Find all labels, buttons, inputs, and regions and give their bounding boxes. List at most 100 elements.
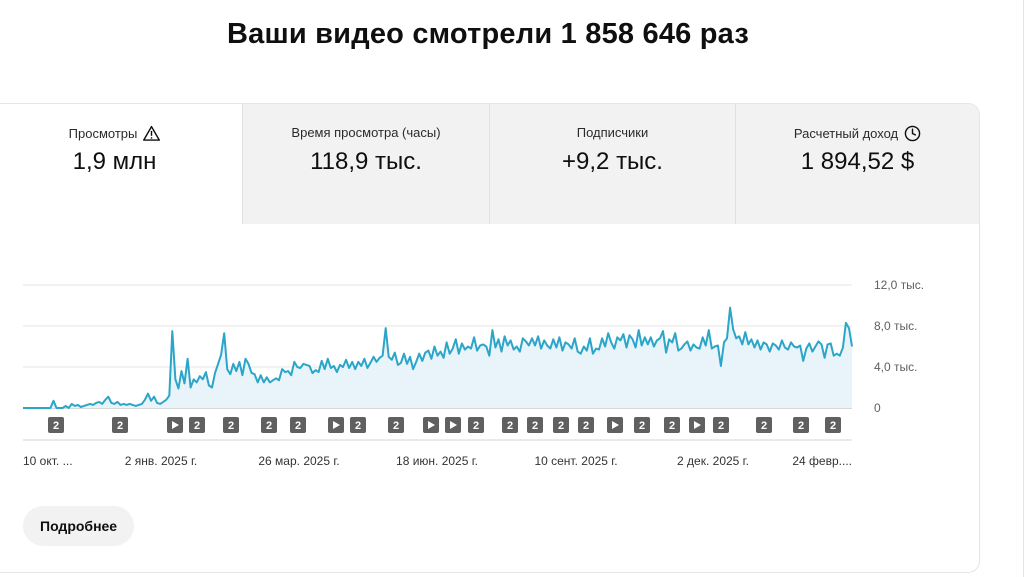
metric-label: Просмотры: [68, 125, 138, 141]
event-marker[interactable]: 2: [189, 417, 205, 433]
event-marker[interactable]: 2: [350, 417, 366, 433]
video-marker[interactable]: [328, 417, 344, 433]
play-icon: [450, 421, 457, 429]
marker-badge: [634, 417, 650, 433]
marker-badge: [664, 417, 680, 433]
video-marker[interactable]: [423, 417, 439, 433]
marker-badge: [350, 417, 366, 433]
event-marker[interactable]: 2: [825, 417, 841, 433]
marker-badge: [468, 417, 484, 433]
marker-count: 2: [669, 420, 675, 432]
metric-value: +9,2 тыс.: [562, 148, 663, 175]
event-marker[interactable]: 2: [634, 417, 650, 433]
marker-badge: [502, 417, 518, 433]
metric-tab-subscribers[interactable]: Подписчики +9,2 тыс.: [489, 104, 735, 224]
marker-count: 2: [830, 420, 836, 432]
event-marker[interactable]: 2: [793, 417, 809, 433]
event-marker[interactable]: 2: [713, 417, 729, 433]
event-marker[interactable]: 2: [48, 417, 64, 433]
more-details-button[interactable]: Подробнее: [23, 506, 135, 546]
marker-count: 2: [473, 420, 479, 432]
metric-value: 1 894,52 $: [800, 148, 915, 175]
metric-tab-watch-time[interactable]: Время просмотра (часы) 118,9 тыс.: [242, 104, 489, 224]
y-tick-label: 12,0 тыс.: [874, 278, 924, 292]
video-marker[interactable]: [607, 417, 623, 433]
marker-count: 2: [295, 420, 301, 432]
x-tick-label: 18 июн. 2025 г.: [396, 454, 478, 468]
marker-badge: [261, 417, 277, 433]
metric-label: Время просмотра (часы): [291, 125, 441, 140]
event-marker[interactable]: 2: [223, 417, 239, 433]
marker-count: 2: [718, 420, 724, 432]
event-marker[interactable]: 2: [502, 417, 518, 433]
marker-count: 2: [355, 420, 361, 432]
marker-badge: [189, 417, 205, 433]
metric-tab-revenue[interactable]: Расчетный доход 1 894,52 $: [735, 104, 979, 224]
play-icon: [428, 421, 435, 429]
marker-badge: [388, 417, 404, 433]
metric-value: 118,9 тыс.: [310, 148, 422, 175]
x-tick-label: 24 февр....: [792, 454, 852, 468]
event-marker[interactable]: 2: [756, 417, 772, 433]
marker-count: 2: [53, 420, 59, 432]
event-marker[interactable]: 2: [527, 417, 543, 433]
metric-label: Расчетный доход: [793, 126, 899, 141]
y-tick-label: 4,0 тыс.: [874, 360, 917, 374]
marker-badge: [527, 417, 543, 433]
marker-count: 2: [266, 420, 272, 432]
play-icon: [333, 421, 340, 429]
marker-count: 2: [761, 420, 767, 432]
marker-badge: [825, 417, 841, 433]
x-tick-label: 2 дек. 2025 г.: [677, 454, 749, 468]
x-tick-label: 10 окт. ...: [23, 454, 73, 468]
x-tick-label: 10 сент. 2025 г.: [534, 454, 617, 468]
play-icon: [694, 421, 701, 429]
play-icon: [612, 421, 619, 429]
marker-badge: [290, 417, 306, 433]
warning-icon[interactable]: [143, 125, 161, 141]
marker-count: 2: [583, 420, 589, 432]
metric-tabs: Просмотры 1,9 млн Время просмотра (часы)…: [0, 104, 979, 224]
event-marker[interactable]: 2: [388, 417, 404, 433]
event-marker[interactable]: 2: [468, 417, 484, 433]
marker-count: 2: [117, 420, 123, 432]
marker-count: 2: [558, 420, 564, 432]
event-marker[interactable]: 2: [112, 417, 128, 433]
marker-count: 2: [798, 420, 804, 432]
marker-count: 2: [393, 420, 399, 432]
clock-icon[interactable]: [904, 125, 921, 142]
marker-count: 2: [228, 420, 234, 432]
page-divider: [1023, 0, 1024, 577]
play-icon: [172, 421, 179, 429]
metric-value: 1,9 млн: [72, 148, 157, 175]
marker-count: 2: [532, 420, 538, 432]
overview-card: Просмотры 1,9 млн Время просмотра (часы)…: [0, 103, 980, 573]
marker-count: 2: [507, 420, 513, 432]
metric-tab-views[interactable]: Просмотры 1,9 млн: [0, 104, 242, 224]
x-tick-label: 26 мар. 2025 г.: [258, 454, 339, 468]
event-marker[interactable]: 2: [290, 417, 306, 433]
marker-badge: [48, 417, 64, 433]
video-marker[interactable]: [689, 417, 705, 433]
marker-badge: [553, 417, 569, 433]
views-area: [23, 307, 852, 408]
video-marker[interactable]: [445, 417, 461, 433]
marker-badge: [578, 417, 594, 433]
views-line: [23, 306, 853, 409]
metric-label: Подписчики: [576, 125, 649, 140]
marker-badge: [223, 417, 239, 433]
marker-count: 2: [194, 420, 200, 432]
event-marker[interactable]: 2: [261, 417, 277, 433]
y-tick-label: 0: [874, 401, 881, 415]
marker-badge: [793, 417, 809, 433]
y-tick-label: 8,0 тыс.: [874, 319, 917, 333]
event-marker[interactable]: 2: [578, 417, 594, 433]
marker-count: 2: [639, 420, 645, 432]
marker-badge: [112, 417, 128, 433]
marker-badge: [713, 417, 729, 433]
x-tick-label: 2 янв. 2025 г.: [125, 454, 197, 468]
event-marker[interactable]: 2: [553, 417, 569, 433]
event-marker[interactable]: 2: [664, 417, 680, 433]
video-marker[interactable]: [167, 417, 183, 433]
